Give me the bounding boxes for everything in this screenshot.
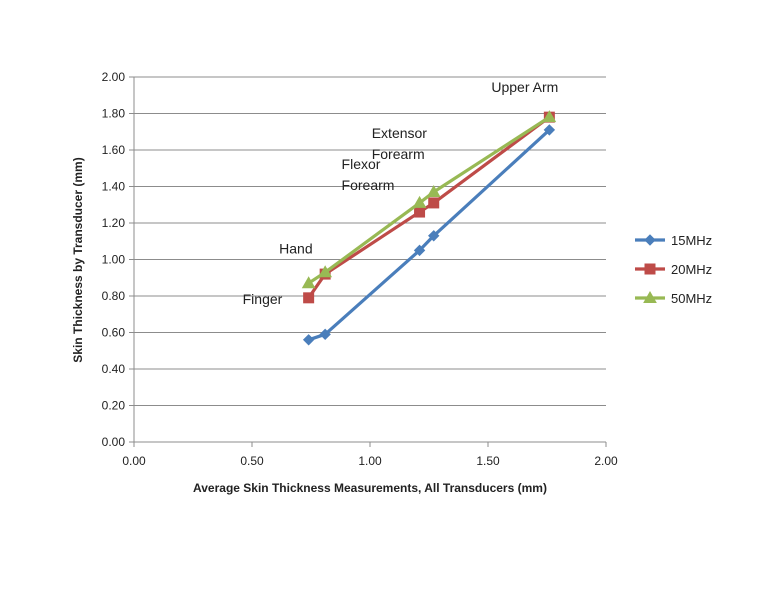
data-point (318, 265, 333, 278)
y-tick-label: 1.40 (102, 180, 126, 194)
legend: 15MHz 20MHz 50MHz (635, 233, 712, 306)
y-tick-label: 1.00 (102, 253, 126, 267)
annotation-label: Flexor (342, 156, 381, 172)
y-tick-label: 1.20 (102, 216, 126, 230)
point-annotations: FingerHandFlexorForearmExtensorForearmUp… (243, 79, 559, 307)
data-point (426, 184, 441, 197)
data-point (543, 124, 556, 136)
annotation-label: Extensor (372, 125, 428, 141)
x-tick-label: 1.00 (358, 454, 382, 468)
annotation-label: Finger (243, 291, 283, 307)
annotation-label: Forearm (342, 177, 395, 193)
x-tick-label: 0.00 (122, 454, 146, 468)
data-point (413, 244, 426, 257)
data-point (301, 276, 316, 289)
y-tick-label: 1.60 (102, 143, 126, 157)
data-point (542, 110, 557, 123)
series-20MHz (303, 111, 555, 304)
y-tick-label: 1.80 (102, 107, 126, 121)
data-point (303, 292, 315, 304)
data-point (412, 195, 427, 208)
y-axis-label: Skin Thickness by Transducer (mm) (71, 157, 85, 362)
axes: 0.00 0.20 0.40 0.60 0.80 1.00 1.20 1.40 1.60 1.80… (102, 70, 618, 468)
legend-label: 15MHz (671, 233, 712, 248)
data-point (414, 206, 426, 218)
data-point (428, 230, 440, 242)
data-point (302, 334, 315, 346)
x-tick-label: 2.00 (594, 454, 618, 468)
x-tick-label: 0.50 (240, 454, 264, 468)
y-tick-label: 0.20 (102, 399, 126, 413)
y-tick-label: 0.00 (102, 435, 126, 449)
legend-marker (644, 234, 656, 246)
annotation-label: Hand (279, 240, 312, 256)
y-tick-label: 2.00 (102, 70, 126, 84)
legend-marker (644, 263, 656, 275)
series-50MHz (301, 110, 557, 289)
y-tick-label: 0.80 (102, 289, 126, 303)
legend-marker (643, 290, 657, 303)
y-tick-label: 0.60 (102, 326, 126, 340)
legend-item-50MHz: 50MHz (635, 290, 712, 306)
gridlines (134, 76, 606, 406)
y-tick-label: 0.40 (102, 362, 126, 376)
series-15MHz (302, 124, 556, 346)
x-tick-label: 1.50 (476, 454, 500, 468)
series-lines (301, 110, 557, 346)
data-point (319, 328, 331, 341)
legend-label: 50MHz (671, 291, 712, 306)
legend-label: 20MHz (671, 262, 712, 277)
data-point (428, 197, 440, 209)
legend-item-15MHz: 15MHz (635, 233, 712, 248)
legend-item-20MHz: 20MHz (635, 262, 712, 277)
x-axis-label: Average Skin Thickness Measurements, All… (193, 481, 547, 495)
annotation-label: Forearm (372, 146, 425, 162)
annotation-label: Upper Arm (491, 79, 558, 95)
